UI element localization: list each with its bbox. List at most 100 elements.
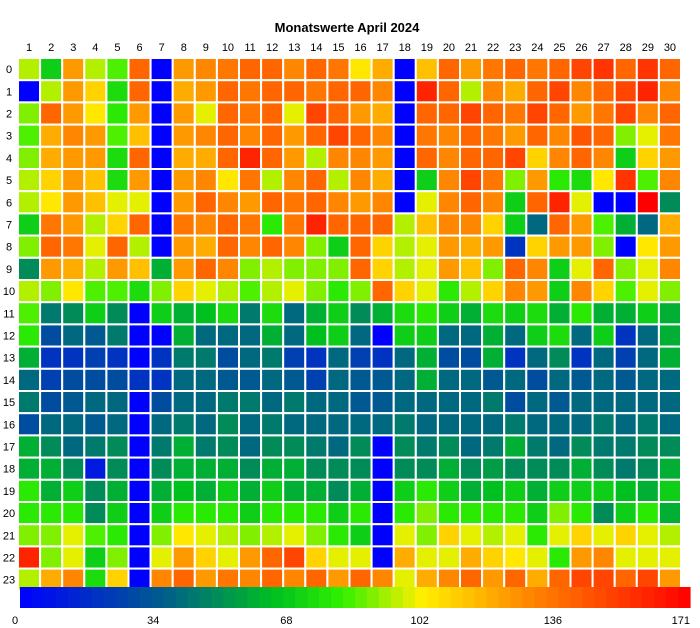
heatmap-cell <box>547 478 572 503</box>
heatmap-cell <box>481 101 506 126</box>
heatmap-cell <box>370 279 395 304</box>
heatmap-cell <box>525 456 550 481</box>
heatmap-cell <box>414 79 439 104</box>
heatmap-cell <box>525 434 550 459</box>
x-tick-label: 26 <box>575 42 587 54</box>
heatmap-cell <box>635 101 660 126</box>
heatmap-cell <box>149 212 174 237</box>
heatmap-cell <box>392 345 417 370</box>
heatmap-cell <box>326 301 351 326</box>
y-tick-label: 5 <box>6 175 12 187</box>
heatmap-cell <box>591 434 616 459</box>
heatmap-cell <box>569 434 594 459</box>
x-tick-label: 15 <box>332 42 344 54</box>
heatmap-cell <box>304 256 329 281</box>
heatmap-cell <box>326 57 351 82</box>
x-tick-label: 9 <box>203 42 209 54</box>
heatmap-cell <box>569 234 594 259</box>
heatmap-cell <box>304 501 329 526</box>
heatmap-cell <box>436 79 461 104</box>
heatmap-cell <box>569 79 594 104</box>
heatmap-cell <box>591 412 616 437</box>
heatmap-cell <box>613 79 638 104</box>
heatmap-cell <box>83 79 108 104</box>
heatmap-cell <box>459 301 484 326</box>
heatmap-cell <box>547 390 572 415</box>
heatmap-cell <box>569 168 594 193</box>
heatmap-cell <box>503 57 528 82</box>
heatmap-cell <box>260 256 285 281</box>
heatmap-cell <box>392 478 417 503</box>
heatmap-cell <box>193 256 218 281</box>
colorbar-tick-label: 171 <box>672 615 690 627</box>
heatmap-cell <box>83 190 108 215</box>
colorbar-tick-label: 68 <box>280 615 292 627</box>
heatmap-cell <box>260 190 285 215</box>
heatmap-cell <box>17 323 42 348</box>
heatmap-cell <box>127 501 152 526</box>
colorbar-segment <box>307 587 320 608</box>
colorbar-segment <box>319 587 332 608</box>
heatmap-cell <box>149 456 174 481</box>
heatmap-cell <box>304 456 329 481</box>
heatmap-cell <box>238 523 263 548</box>
heatmap-cell <box>17 301 42 326</box>
heatmap-cell <box>282 301 307 326</box>
heatmap-cell <box>304 434 329 459</box>
heatmap-cell <box>83 279 108 304</box>
heatmap-cell <box>657 234 683 259</box>
heatmap-cell <box>193 190 218 215</box>
colorbar-segment <box>630 587 643 608</box>
heatmap-cell <box>105 323 130 348</box>
heatmap-cell <box>370 501 395 526</box>
heatmap-cell <box>304 57 329 82</box>
heatmap-cell <box>635 456 660 481</box>
heatmap-cell <box>171 456 196 481</box>
heatmap-cell <box>83 501 108 526</box>
heatmap-cell <box>326 501 351 526</box>
heatmap-cell <box>149 390 174 415</box>
heatmap-cell <box>503 523 528 548</box>
heatmap-cell <box>149 145 174 171</box>
heatmap-cell <box>171 434 196 459</box>
heatmap-cell <box>61 434 86 459</box>
heatmap-cell <box>326 478 351 503</box>
heatmap-cell <box>17 212 42 237</box>
heatmap-cell <box>547 168 572 193</box>
heatmap-cell <box>39 79 64 104</box>
colorbar-segment <box>390 587 404 608</box>
heatmap-cell <box>370 523 395 548</box>
x-tick-label: 28 <box>620 42 632 54</box>
heatmap-cell <box>260 434 285 459</box>
heatmap-cell <box>459 390 484 415</box>
heatmap-cell <box>348 501 373 526</box>
heatmap-cell <box>503 545 528 570</box>
heatmap-cell <box>326 168 351 193</box>
heatmap-cell <box>459 501 484 526</box>
heatmap-cell <box>414 57 439 82</box>
heatmap-cell <box>414 523 439 548</box>
heatmap-cell <box>635 345 660 370</box>
y-tick-label: 17 <box>3 442 15 454</box>
heatmap-cell <box>171 123 196 148</box>
heatmap-cell <box>260 390 285 415</box>
heatmap-cell <box>392 434 417 459</box>
heatmap-cell <box>657 323 683 348</box>
heatmap-cell <box>657 212 683 237</box>
heatmap-cell <box>525 234 550 259</box>
colorbar-segment <box>139 587 153 608</box>
heatmap-cell <box>569 190 594 215</box>
heatmap-cell <box>39 256 64 281</box>
y-tick-label: 20 <box>3 508 15 520</box>
heatmap-cell <box>436 190 461 215</box>
heatmap-cell <box>61 190 86 215</box>
heatmap-cell <box>635 523 660 548</box>
heatmap-cell <box>171 323 196 348</box>
colorbar-segment <box>55 587 69 608</box>
heatmap-cell <box>304 523 329 548</box>
colorbar-segment <box>199 587 213 608</box>
heatmap-cell <box>105 145 130 171</box>
x-tick-label: 14 <box>310 42 322 54</box>
heatmap-cell <box>238 279 263 304</box>
heatmap-cell <box>83 434 108 459</box>
